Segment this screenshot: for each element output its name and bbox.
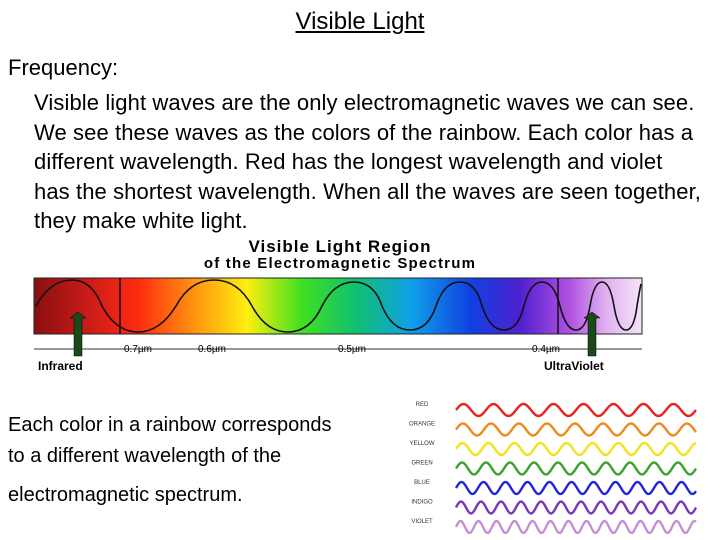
wave-label-blue: BLUE: [414, 480, 430, 486]
spectrum-wave: [35, 279, 642, 333]
wave-blue: [454, 480, 697, 496]
spectrum-title-line2: of the Electromagnetic Spectrum: [204, 255, 476, 272]
wave-red: [455, 402, 697, 418]
tick-label: 0.6µm: [198, 344, 226, 355]
tick-label: 0.4µm: [532, 344, 560, 355]
wave-label-orange: ORANGE: [409, 422, 435, 428]
ultraviolet-arrow: [583, 311, 601, 357]
description-paragraph: Visible light waves are the only electro…: [34, 90, 701, 233]
wave-yellow: [455, 441, 697, 457]
wave-label-green: GREEN: [411, 461, 432, 467]
wave-label-yellow: YELLOW: [409, 441, 434, 447]
caption-line1: Each color in a rainbow corresponds: [8, 414, 332, 436]
wave-indigo: [454, 500, 698, 515]
wave-green: [454, 461, 698, 476]
wave-orange: [455, 422, 697, 437]
caption: Each color in a rainbow corresponds to a…: [8, 410, 398, 511]
infrared-arrow: [69, 311, 87, 357]
wave-violet: [454, 519, 697, 534]
ultraviolet-label: UltraViolet: [544, 359, 604, 373]
caption-line2: to a different wavelength of the: [8, 445, 282, 467]
tick-label: 0.7µm: [124, 344, 152, 355]
spectrum-figure: Visible Light Region of the Electromagne…: [33, 237, 643, 373]
frequency-heading: Frequency:: [8, 55, 119, 80]
infrared-label: Infrared: [38, 359, 83, 373]
spectrum-title-line1: Visible Light Region: [248, 237, 431, 256]
slide-title: Visible Light: [295, 8, 425, 35]
tick-label: 0.5µm: [338, 344, 366, 355]
color-waves-figure: RED ORANGE YELLOW GREEN BLUE INDIGO VIOLET: [409, 402, 698, 534]
wave-label-indigo: INDIGO: [411, 500, 433, 506]
wave-label-red: RED: [416, 402, 429, 408]
wave-label-violet: VIOLET: [411, 519, 433, 525]
caption-line3: electromagnetic spectrum.: [8, 484, 243, 506]
